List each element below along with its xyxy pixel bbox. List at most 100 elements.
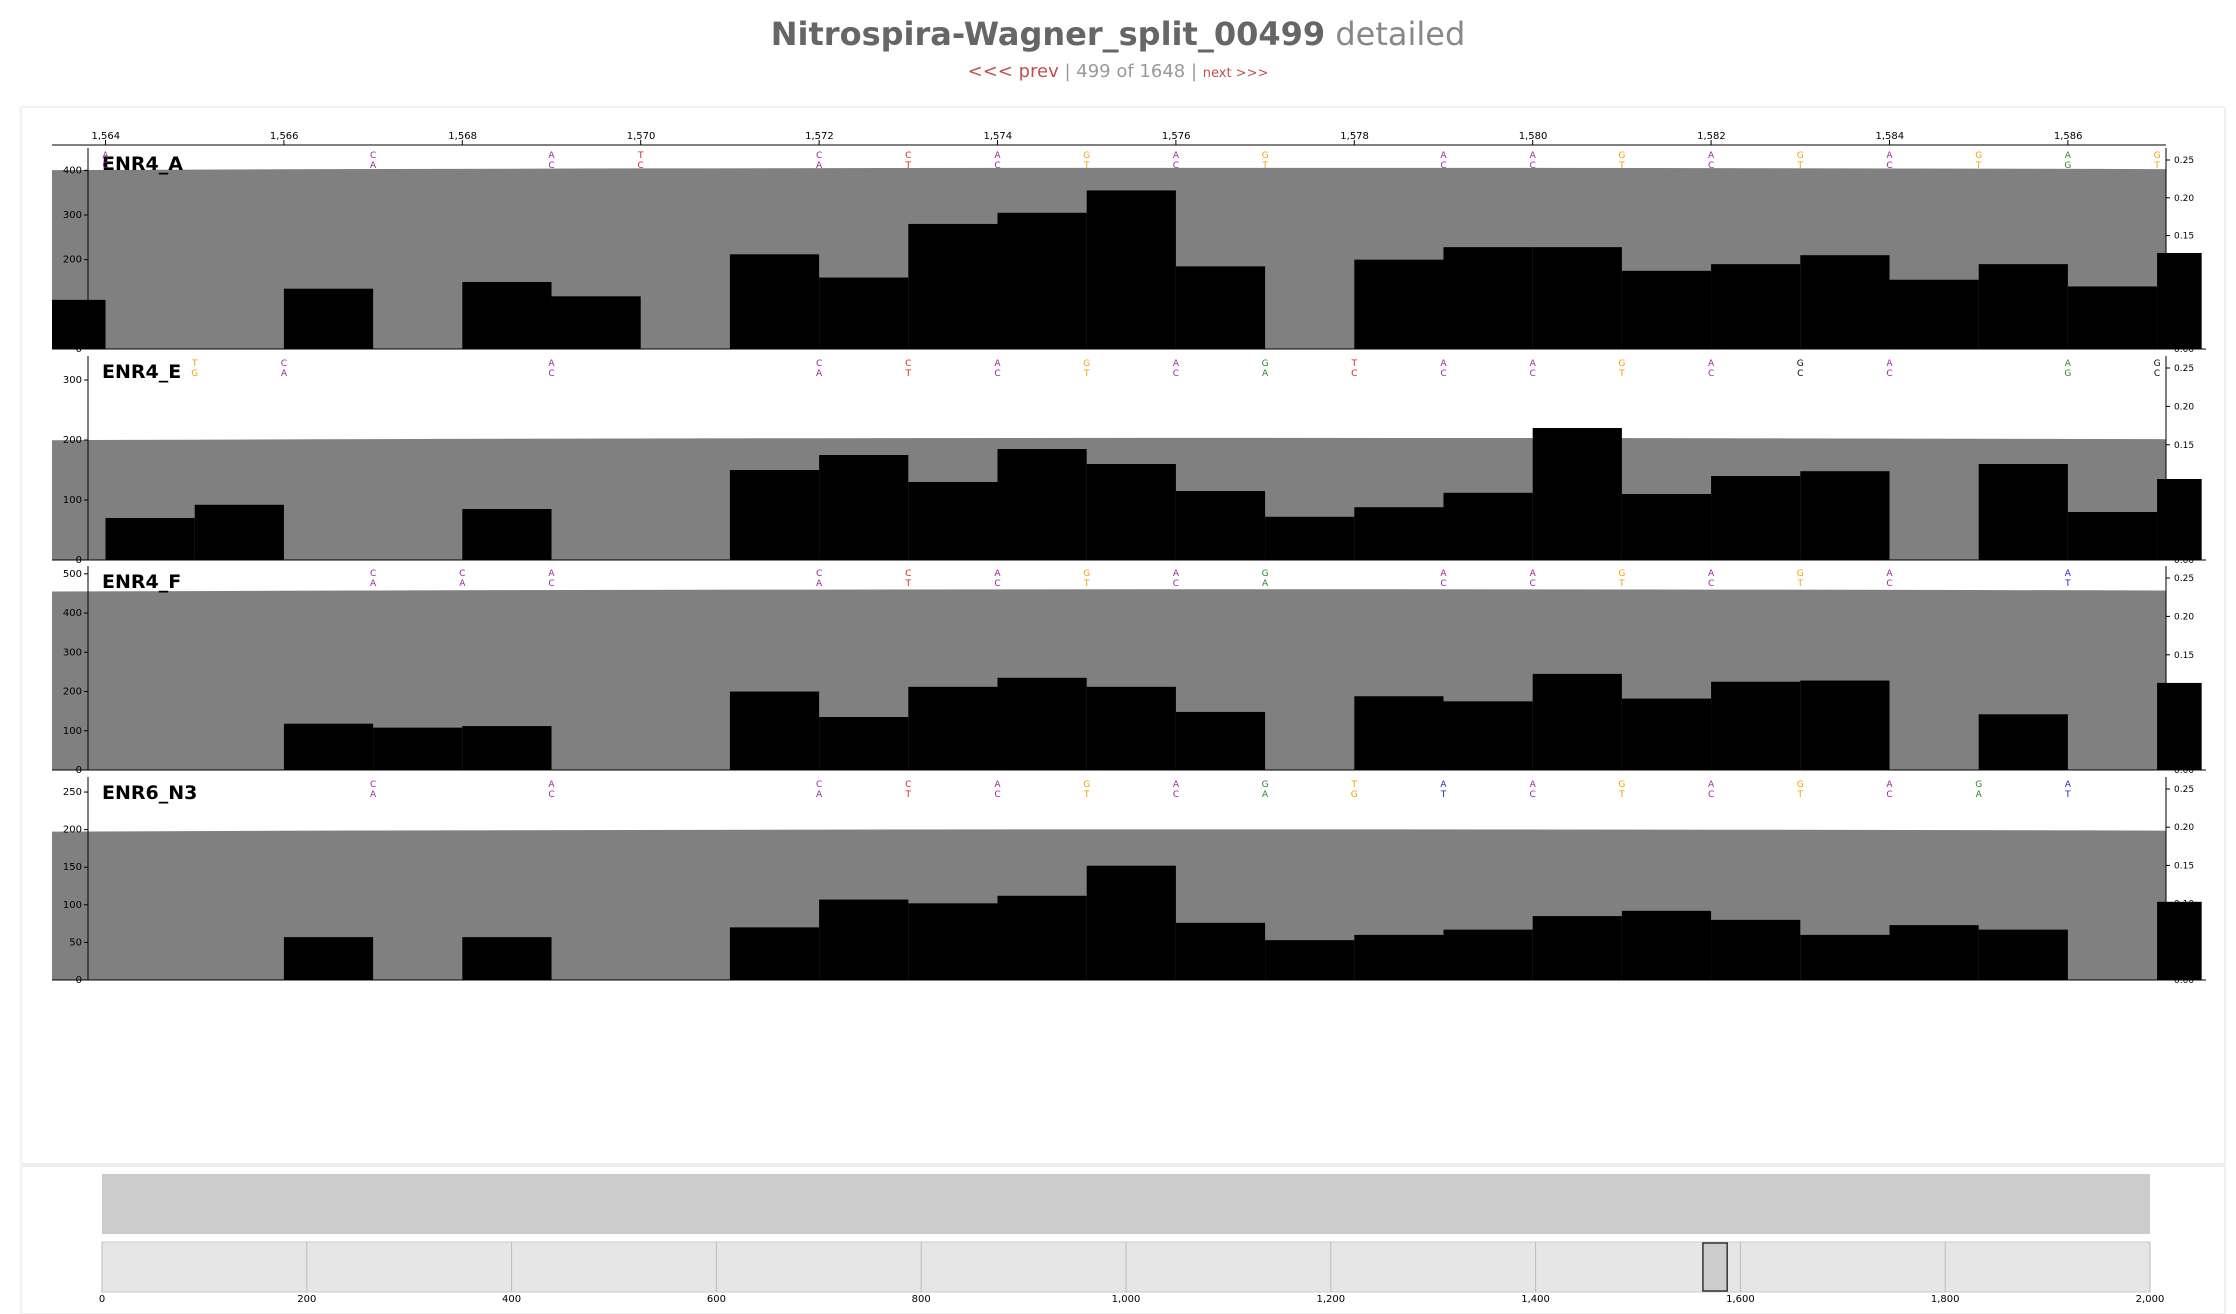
prev-link[interactable]: <<< prev	[967, 61, 1059, 82]
right-tick-label: 0.10	[2174, 269, 2194, 279]
snp-allele-bottom: A	[1976, 790, 1983, 800]
right-tick-label: 0.25	[2174, 574, 2194, 584]
coverage-bar	[819, 455, 909, 560]
snp-allele-bottom: C	[1173, 579, 1179, 589]
y-tick-label: 400	[63, 608, 82, 619]
snp-allele-top: A	[548, 569, 555, 579]
snp-allele-top: G	[1797, 780, 1804, 790]
sample-name-enr4_e: ENR4_E	[102, 361, 181, 383]
coverage-bar	[997, 895, 1087, 980]
coverage-bar	[2157, 901, 2202, 980]
snp-allele-top: G	[1618, 569, 1625, 579]
snp-allele-bottom: C	[548, 161, 554, 171]
coverage-panel	[21, 107, 2225, 1164]
y-tick-label: 0	[76, 765, 82, 776]
snp-allele-bottom: A	[370, 790, 377, 800]
snp-allele-bottom: G	[2064, 161, 2071, 171]
snp-allele-bottom: G	[1351, 790, 1358, 800]
right-tick-label: 0.20	[2174, 194, 2194, 204]
snp-allele-top: T	[191, 359, 198, 369]
snp-allele-top: C	[905, 151, 911, 161]
snp-allele-top: A	[1440, 569, 1447, 579]
snp-allele-top: A	[2065, 569, 2072, 579]
snp-allele-top: A	[994, 359, 1001, 369]
coverage-bar	[2157, 479, 2202, 560]
coverage-bar	[1443, 929, 1533, 980]
snp-allele-bottom: C	[548, 369, 554, 379]
snp-allele-top: G	[1797, 151, 1804, 161]
snp-allele-bottom: T	[1797, 790, 1804, 800]
snp-allele-bottom: A	[281, 369, 288, 379]
snp-allele-bottom: C	[1708, 161, 1714, 171]
overview-tick-label: 200	[297, 1294, 316, 1305]
snp-allele-bottom: C	[1708, 790, 1714, 800]
snp-allele-bottom: T	[1083, 161, 1090, 171]
snp-allele-top: G	[1975, 151, 1982, 161]
right-tick-label: 0.00	[2174, 345, 2194, 355]
coverage-bar	[908, 903, 998, 980]
snp-allele-top: C	[816, 780, 822, 790]
next-link[interactable]: next >>>	[1202, 66, 1269, 81]
snp-allele-bottom: T	[905, 790, 912, 800]
snp-allele-bottom: A	[816, 790, 823, 800]
coverage-bar	[1889, 279, 1979, 349]
snp-allele-top: C	[905, 569, 911, 579]
snp-allele-top: C	[816, 151, 822, 161]
position-tick-label: 1,570	[627, 131, 656, 142]
snp-allele-bottom: C	[1797, 369, 1803, 379]
right-tick-label: 0.15	[2174, 232, 2194, 242]
overview-tick-label: 1,400	[1521, 1294, 1550, 1305]
snp-allele-top: A	[2065, 359, 2072, 369]
coverage-bar	[1086, 686, 1176, 770]
coverage-bar	[551, 296, 641, 349]
coverage-bar	[1800, 471, 1890, 560]
coverage-bar	[729, 254, 820, 349]
coverage-bar	[1889, 925, 1979, 980]
snp-allele-bottom: T	[1083, 790, 1090, 800]
snp-allele-top: A	[1440, 151, 1447, 161]
right-tick-label: 0.05	[2174, 728, 2194, 738]
snp-allele-bottom: C	[1173, 790, 1179, 800]
overview-tick-label: 0	[99, 1294, 105, 1305]
snp-allele-bottom: A	[816, 161, 823, 171]
snp-allele-bottom: A	[816, 369, 823, 379]
snp-allele-top: C	[370, 569, 376, 579]
snp-allele-top: A	[1886, 569, 1893, 579]
y-tick-label: 0	[76, 975, 82, 986]
snp-allele-top: G	[1618, 151, 1625, 161]
coverage-bar	[1800, 680, 1890, 770]
snp-allele-top: T	[1351, 780, 1358, 790]
right-tick-label: 0.00	[2174, 766, 2194, 776]
snp-allele-top: A	[1886, 151, 1893, 161]
snp-allele-bottom: C	[1440, 369, 1446, 379]
y-tick-label: 200	[63, 255, 82, 266]
coverage-bar	[1175, 711, 1266, 770]
snp-allele-top: A	[1708, 569, 1715, 579]
coverage-bar	[194, 504, 284, 560]
snp-allele-bottom: A	[1262, 369, 1269, 379]
snp-allele-bottom: T	[1083, 369, 1090, 379]
overview-brush-handle[interactable]	[1702, 1242, 1728, 1292]
snp-allele-bottom: C	[994, 790, 1000, 800]
y-tick-label: 0	[76, 344, 82, 355]
snp-allele-bottom: C	[2154, 369, 2160, 379]
snp-allele-top: A	[1173, 780, 1180, 790]
sample-track: 0 100 200 300 400 0.25 0.20 0.15 0.10 0.05 0.00 ENR…	[52, 148, 2206, 355]
right-tick-label: 0.20	[2174, 612, 2194, 622]
snp-allele-bottom: G	[191, 369, 198, 379]
snp-allele-bottom: T	[1618, 579, 1625, 589]
snp-allele-top: G	[1083, 780, 1090, 790]
snp-allele-top: T	[1351, 359, 1358, 369]
pager-separator: |	[1058, 61, 1077, 82]
snp-allele-top: C	[905, 780, 911, 790]
snp-allele-top: A	[1708, 151, 1715, 161]
snp-allele-bottom: T	[905, 161, 912, 171]
snp-allele-top: A	[2065, 780, 2072, 790]
coverage-bar	[997, 212, 1087, 349]
snp-allele-bottom: C	[548, 579, 554, 589]
right-tick-label: 0.10	[2174, 689, 2194, 699]
pager: <<< prev | 499 of 1648 | next >>>	[0, 60, 2236, 86]
position-tick-label: 1,578	[1340, 131, 1369, 142]
coverage-bar	[908, 686, 998, 770]
